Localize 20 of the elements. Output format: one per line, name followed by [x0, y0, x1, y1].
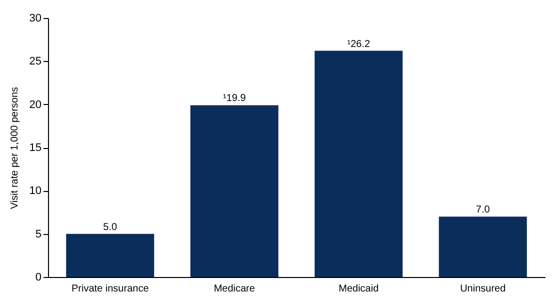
y-tick-label: 25: [29, 56, 42, 68]
bar: [66, 234, 154, 277]
data-label: 5.0: [103, 222, 118, 233]
data-label: ¹19.9: [222, 93, 246, 104]
y-axis-title: Visit rate per 1,000 persons: [9, 86, 20, 210]
data-label: ¹26.2: [347, 38, 370, 50]
y-tick-label: 5: [35, 228, 42, 240]
bar: [438, 216, 527, 277]
bar: [314, 50, 403, 277]
y-tick-label: 10: [29, 185, 42, 198]
bar: [190, 105, 278, 277]
y-tick-label: 15: [29, 142, 42, 154]
x-tick-label: Medicare: [214, 284, 256, 294]
y-tick-label: 0: [35, 272, 42, 284]
x-tick-label: Private insurance: [71, 284, 150, 294]
y-tick-label: 30: [29, 12, 42, 24]
x-tick-label: Medicaid: [338, 284, 379, 294]
x-tick-label: Uninsured: [460, 284, 506, 294]
data-label: 7.0: [476, 204, 490, 216]
y-tick-label: 20: [29, 98, 42, 111]
